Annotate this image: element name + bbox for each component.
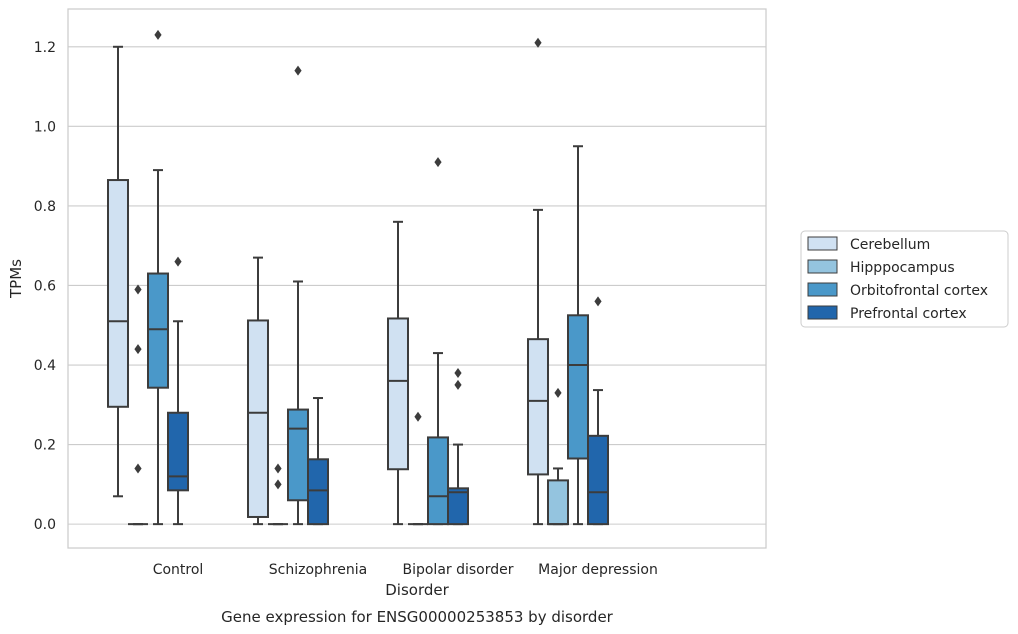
legend-entry: Orbitofrontal cortex [850, 283, 988, 299]
x-tick-labels: Control Schizophrenia Bipolar disorder Majo… [153, 562, 658, 578]
outlier-point [134, 463, 142, 474]
y-tick-label: 1.0 [34, 119, 56, 135]
y-tick-label: 0.6 [34, 278, 56, 294]
y-tick-label: 0.4 [34, 358, 56, 374]
box-cerebellum [527, 37, 549, 526]
outlier-point [134, 284, 142, 295]
box-hipppocampus [408, 411, 428, 526]
y-tick-labels: 0.0 0.2 0.4 0.6 0.8 1.0 1.2 [34, 40, 56, 533]
outlier-point [434, 157, 442, 168]
box-cerebellum [387, 220, 409, 526]
outlier-point [154, 29, 162, 40]
box-iqr [567, 314, 589, 460]
box-hipppocampus [128, 284, 148, 526]
outlier-point [134, 344, 142, 355]
legend-swatch [807, 236, 838, 251]
outlier-point [454, 379, 462, 390]
box-prefrontal-cortex [587, 296, 609, 526]
outlier-point [274, 463, 282, 474]
box-iqr [247, 319, 269, 518]
outlier-point [454, 367, 462, 378]
outlier-point [534, 37, 542, 48]
box-hipppocampus [547, 387, 569, 526]
outlier-point [294, 65, 302, 76]
outlier-point [594, 296, 602, 307]
x-tick-label: Control [153, 562, 204, 578]
legend-entry: Hipppocampus [850, 260, 955, 276]
legend-swatch [807, 259, 838, 274]
box-iqr [107, 179, 129, 408]
box-prefrontal-cortex [447, 367, 469, 526]
box-iqr [287, 408, 309, 502]
box-cerebellum [107, 45, 129, 498]
box-iqr [547, 479, 569, 526]
box-orbitofrontal-cortex [147, 29, 169, 526]
box-iqr [447, 487, 469, 526]
box-iqr [307, 458, 329, 526]
box-iqr [387, 317, 409, 471]
x-tick-label: Major depression [538, 562, 658, 578]
y-tick-label: 0.0 [34, 517, 56, 533]
box-orbitofrontal-cortex [287, 65, 309, 526]
outlier-point [174, 256, 182, 267]
legend-entry: Prefrontal cortex [850, 306, 967, 322]
box-prefrontal-cortex [167, 256, 189, 526]
box-orbitofrontal-cortex [427, 157, 449, 526]
legend-swatch [807, 305, 838, 320]
outlier-point [274, 479, 282, 490]
x-axis-label: Disorder [385, 581, 449, 599]
box-plots [107, 29, 609, 526]
y-tick-label: 0.8 [34, 199, 56, 215]
box-iqr [427, 436, 449, 526]
legend: Cerebellum Hipppocampus Orbitofrontal cort… [800, 230, 1009, 328]
box-cerebellum [247, 256, 269, 526]
legend-swatch [807, 282, 838, 297]
box-iqr [527, 338, 549, 476]
box-orbitofrontal-cortex [567, 145, 589, 526]
x-tick-label: Schizophrenia [269, 562, 367, 578]
plot-frame [67, 8, 767, 549]
legend-entry: Cerebellum [850, 237, 930, 253]
y-tick-label: 1.2 [34, 40, 56, 56]
outlier-point [414, 411, 422, 422]
box-iqr [167, 411, 189, 492]
legend-box [800, 230, 1009, 328]
y-axis-label: TPMs [7, 259, 25, 299]
box-iqr [587, 434, 609, 526]
box-prefrontal-cortex [307, 397, 329, 526]
box-iqr [147, 272, 169, 389]
x-tick-label: Bipolar disorder [402, 562, 513, 578]
y-tick-label: 0.2 [34, 438, 56, 454]
outlier-point [554, 387, 562, 398]
box-hipppocampus [268, 463, 288, 526]
chart-caption: Gene expression for ENSG00000253853 by d… [221, 608, 614, 626]
